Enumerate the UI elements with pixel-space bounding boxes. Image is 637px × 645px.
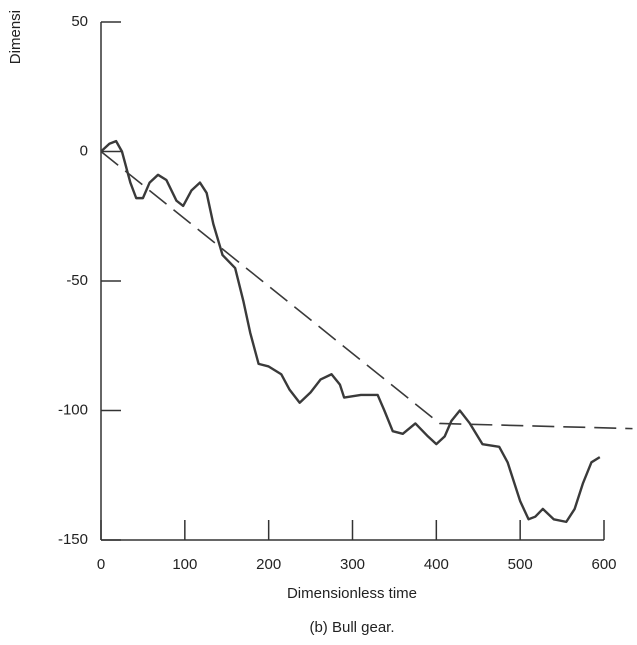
x-tick-label: 400 [424,556,449,573]
x-tick-label: 500 [508,556,533,573]
x-tick-label: 600 [591,556,616,573]
y-axis-label: Dimensi [7,10,24,64]
x-tick-label: 100 [172,556,197,573]
caption: (b) Bull gear. [309,619,394,636]
x-axis-label: Dimensionless time [287,585,417,602]
y-tick-label: -50 [66,272,88,289]
y-tick-label: -150 [58,531,88,548]
x-tick-label: 0 [97,556,105,573]
x-tick-label: 300 [340,556,365,573]
y-tick-label: -100 [58,401,88,418]
y-tick-label: 0 [80,142,88,159]
y-tick-label: 50 [71,13,88,30]
solid-line [100,139,601,524]
dashed-line [100,150,633,430]
x-tick-label: 200 [256,556,281,573]
